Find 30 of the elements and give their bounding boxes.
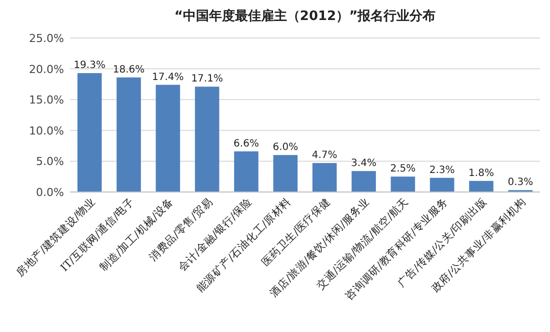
bar <box>469 180 494 192</box>
y-tick-label: 10.0% <box>29 124 64 138</box>
data-label: 19.3% <box>74 60 106 72</box>
y-tick-label: 15.0% <box>29 94 64 107</box>
data-label: 18.6% <box>112 64 145 76</box>
y-tick-label: 5.0% <box>36 155 64 168</box>
bar <box>273 155 298 192</box>
data-label: 0.3% <box>508 177 534 188</box>
data-label: 2.3% <box>429 164 455 176</box>
y-tick-label: 25.0% <box>29 32 64 45</box>
data-label: 17.1% <box>191 74 223 85</box>
data-label: 1.8% <box>468 168 494 179</box>
y-tick-label: 0.0% <box>36 186 64 199</box>
bar <box>116 77 141 192</box>
bar <box>312 163 337 192</box>
data-label: 17.4% <box>152 72 184 83</box>
y-tick-label: 20.0% <box>29 62 64 76</box>
data-label: 6.0% <box>272 142 298 154</box>
bar <box>156 84 180 192</box>
bar <box>234 151 258 192</box>
data-label: 6.6% <box>234 138 259 150</box>
data-label: 3.4% <box>351 158 376 170</box>
data-label: 2.5% <box>390 164 416 175</box>
bar <box>430 178 454 192</box>
bar <box>77 73 102 192</box>
data-label: 4.7% <box>312 150 338 162</box>
bar <box>194 86 220 192</box>
chart-title: “中国年度最佳雇主（2012）”报名行业分布 <box>174 8 436 24</box>
bar <box>390 176 416 192</box>
bar <box>352 171 376 192</box>
